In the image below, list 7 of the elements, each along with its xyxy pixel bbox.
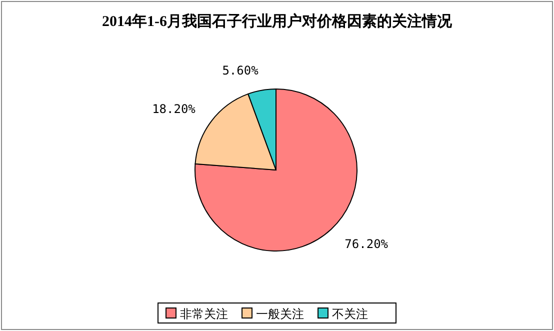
data-label: 18.20% [152, 102, 196, 116]
legend-label: 非常关注 [180, 307, 228, 321]
data-label: 76.20% [344, 237, 389, 252]
data-label: 5.60% [222, 64, 260, 78]
chart-title: 2014年1-6月我国石子行业用户对价格因素的关注情况 [102, 12, 453, 30]
legend-label: 一般关注 [256, 307, 304, 321]
legend-label: 不关注 [332, 307, 368, 321]
